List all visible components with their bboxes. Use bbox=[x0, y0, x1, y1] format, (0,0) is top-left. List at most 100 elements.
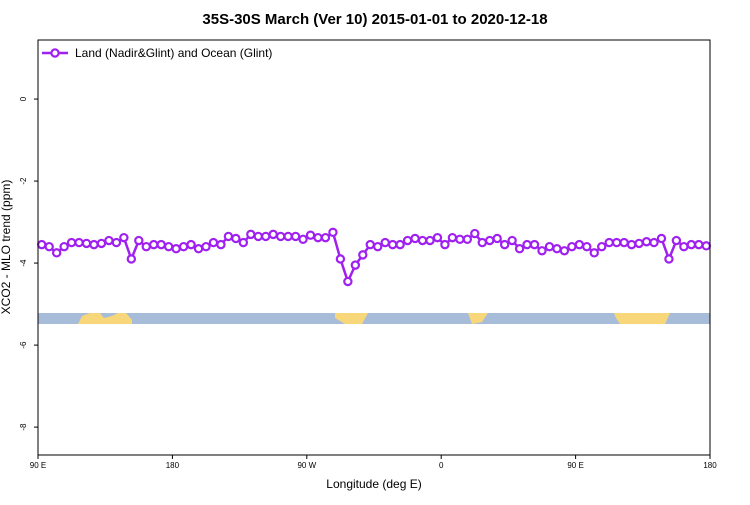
data-point bbox=[395, 239, 405, 250]
data-point bbox=[201, 241, 211, 252]
data-point bbox=[410, 233, 420, 244]
data-point bbox=[163, 241, 174, 252]
data-point bbox=[156, 239, 166, 250]
data-point bbox=[44, 241, 54, 252]
data-point bbox=[582, 241, 592, 252]
data-point bbox=[134, 235, 144, 246]
data-point bbox=[641, 237, 652, 247]
data-point bbox=[358, 250, 368, 260]
data-point bbox=[171, 244, 181, 254]
legend-marker bbox=[50, 48, 60, 58]
data-point bbox=[559, 246, 570, 256]
data-point bbox=[664, 254, 674, 264]
data-point bbox=[499, 239, 510, 250]
data-point bbox=[574, 239, 585, 250]
data-point bbox=[529, 239, 540, 250]
data-point bbox=[231, 233, 241, 244]
data-point bbox=[462, 234, 473, 244]
land-shape bbox=[468, 313, 488, 324]
legend: Land (Nadir&Glint) and Ocean (Glint) bbox=[42, 46, 272, 60]
chart-title: 35S-30S March (Ver 10) 2015-01-01 to 202… bbox=[202, 11, 547, 28]
data-point bbox=[261, 231, 271, 242]
data-point bbox=[619, 237, 629, 248]
data-point bbox=[223, 231, 234, 242]
data-point bbox=[111, 237, 122, 248]
ocean-strip bbox=[38, 313, 710, 324]
data-point bbox=[544, 241, 555, 252]
data-point bbox=[51, 248, 62, 258]
data-point bbox=[141, 241, 151, 252]
data-point bbox=[253, 231, 263, 242]
data-point bbox=[634, 238, 644, 249]
data-point bbox=[611, 237, 622, 248]
data-point bbox=[589, 248, 599, 258]
data-point bbox=[477, 237, 487, 248]
data-point bbox=[604, 237, 614, 248]
data-point bbox=[305, 230, 316, 240]
data-point bbox=[216, 239, 226, 250]
data-point bbox=[492, 233, 502, 244]
y-tick-label: -4 bbox=[19, 259, 28, 267]
data-point bbox=[671, 235, 682, 246]
data-point bbox=[522, 239, 532, 250]
data-point bbox=[350, 260, 361, 270]
data-point bbox=[686, 239, 697, 250]
map-strip bbox=[38, 313, 710, 324]
plot-frame bbox=[37, 39, 711, 456]
data-point bbox=[178, 241, 189, 252]
y-tick-label: -8 bbox=[19, 423, 28, 431]
data-point bbox=[320, 232, 331, 243]
data-point bbox=[373, 241, 383, 252]
x-axis-label: Longitude (deg E) bbox=[326, 477, 421, 491]
data-point bbox=[626, 239, 637, 250]
y-tick-label: -6 bbox=[19, 341, 28, 349]
data-point bbox=[275, 231, 286, 242]
data-point bbox=[96, 238, 107, 249]
data-point bbox=[514, 244, 525, 254]
data-point bbox=[455, 234, 465, 244]
data-point bbox=[238, 237, 249, 248]
data-point bbox=[193, 244, 204, 254]
x-tick-label: 90 E bbox=[567, 461, 583, 470]
data-point bbox=[186, 239, 196, 250]
data-point bbox=[104, 235, 114, 246]
x-tick-label: 0 bbox=[439, 461, 444, 470]
data-point bbox=[290, 231, 301, 242]
land-shape bbox=[335, 313, 368, 324]
plot-area bbox=[37, 227, 711, 287]
land-shape bbox=[614, 313, 670, 324]
data-point bbox=[537, 246, 547, 256]
data-point bbox=[89, 239, 99, 250]
data-point bbox=[447, 232, 458, 243]
data-point bbox=[597, 241, 607, 252]
x-tick-label: 90 W bbox=[297, 461, 316, 470]
data-point bbox=[149, 239, 159, 250]
land-shape bbox=[78, 313, 132, 324]
data-point bbox=[649, 237, 659, 248]
data-point bbox=[246, 229, 256, 240]
data-point bbox=[485, 235, 495, 246]
data-point bbox=[81, 238, 92, 249]
data-point bbox=[328, 227, 338, 238]
data-point bbox=[507, 235, 517, 246]
data-point bbox=[208, 237, 219, 248]
data-point bbox=[37, 239, 47, 250]
data-point bbox=[380, 237, 390, 248]
data-point bbox=[432, 232, 443, 243]
data-point bbox=[119, 232, 129, 243]
x-tick-label: 180 bbox=[166, 461, 180, 470]
data-point bbox=[59, 241, 69, 252]
data-point bbox=[656, 233, 667, 244]
data-point bbox=[552, 244, 562, 254]
data-point bbox=[335, 254, 346, 264]
data-point bbox=[402, 235, 413, 246]
data-point bbox=[343, 276, 353, 287]
x-tick-label: 90 E bbox=[30, 461, 46, 470]
data-point bbox=[74, 237, 84, 248]
data-point bbox=[66, 237, 77, 248]
data-point bbox=[298, 234, 308, 244]
data-point bbox=[283, 231, 293, 242]
data-point bbox=[567, 241, 577, 252]
data-point bbox=[387, 239, 398, 250]
data-point bbox=[365, 239, 375, 250]
